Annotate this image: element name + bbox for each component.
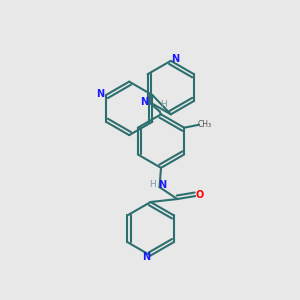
Text: O: O [196,190,204,200]
Text: H: H [149,180,155,189]
Text: N: N [97,88,105,98]
Text: N: N [158,180,166,190]
Text: H: H [160,100,167,109]
Text: CH₃: CH₃ [197,120,212,129]
Text: N: N [142,252,150,262]
Text: N: N [140,98,148,107]
Text: N: N [171,54,179,64]
